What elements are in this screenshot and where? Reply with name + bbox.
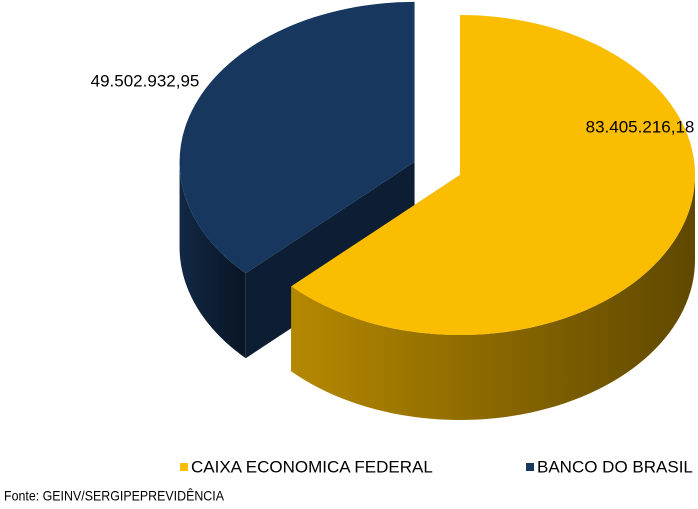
legend-swatch bbox=[180, 463, 188, 471]
legend-label: CAIXA ECONOMICA FEDERAL bbox=[191, 457, 433, 476]
slice-side bbox=[291, 175, 695, 420]
data-label: 83.405.216,18 bbox=[586, 117, 695, 136]
data-label: 49.502.932,95 bbox=[91, 71, 200, 90]
legend-swatch bbox=[526, 463, 534, 471]
pie-slice bbox=[291, 15, 696, 420]
source: Fonte: GEINV/SERGIPEPREVIDÊNCIA bbox=[4, 488, 225, 504]
pie bbox=[179, 1, 696, 420]
pie-slice bbox=[179, 1, 415, 359]
slice-top bbox=[179, 1, 415, 274]
slice-side bbox=[179, 161, 246, 359]
slice-top bbox=[291, 15, 696, 335]
legend-label: BANCO DO BRASIL bbox=[537, 457, 693, 476]
slice-wall bbox=[245, 161, 415, 359]
